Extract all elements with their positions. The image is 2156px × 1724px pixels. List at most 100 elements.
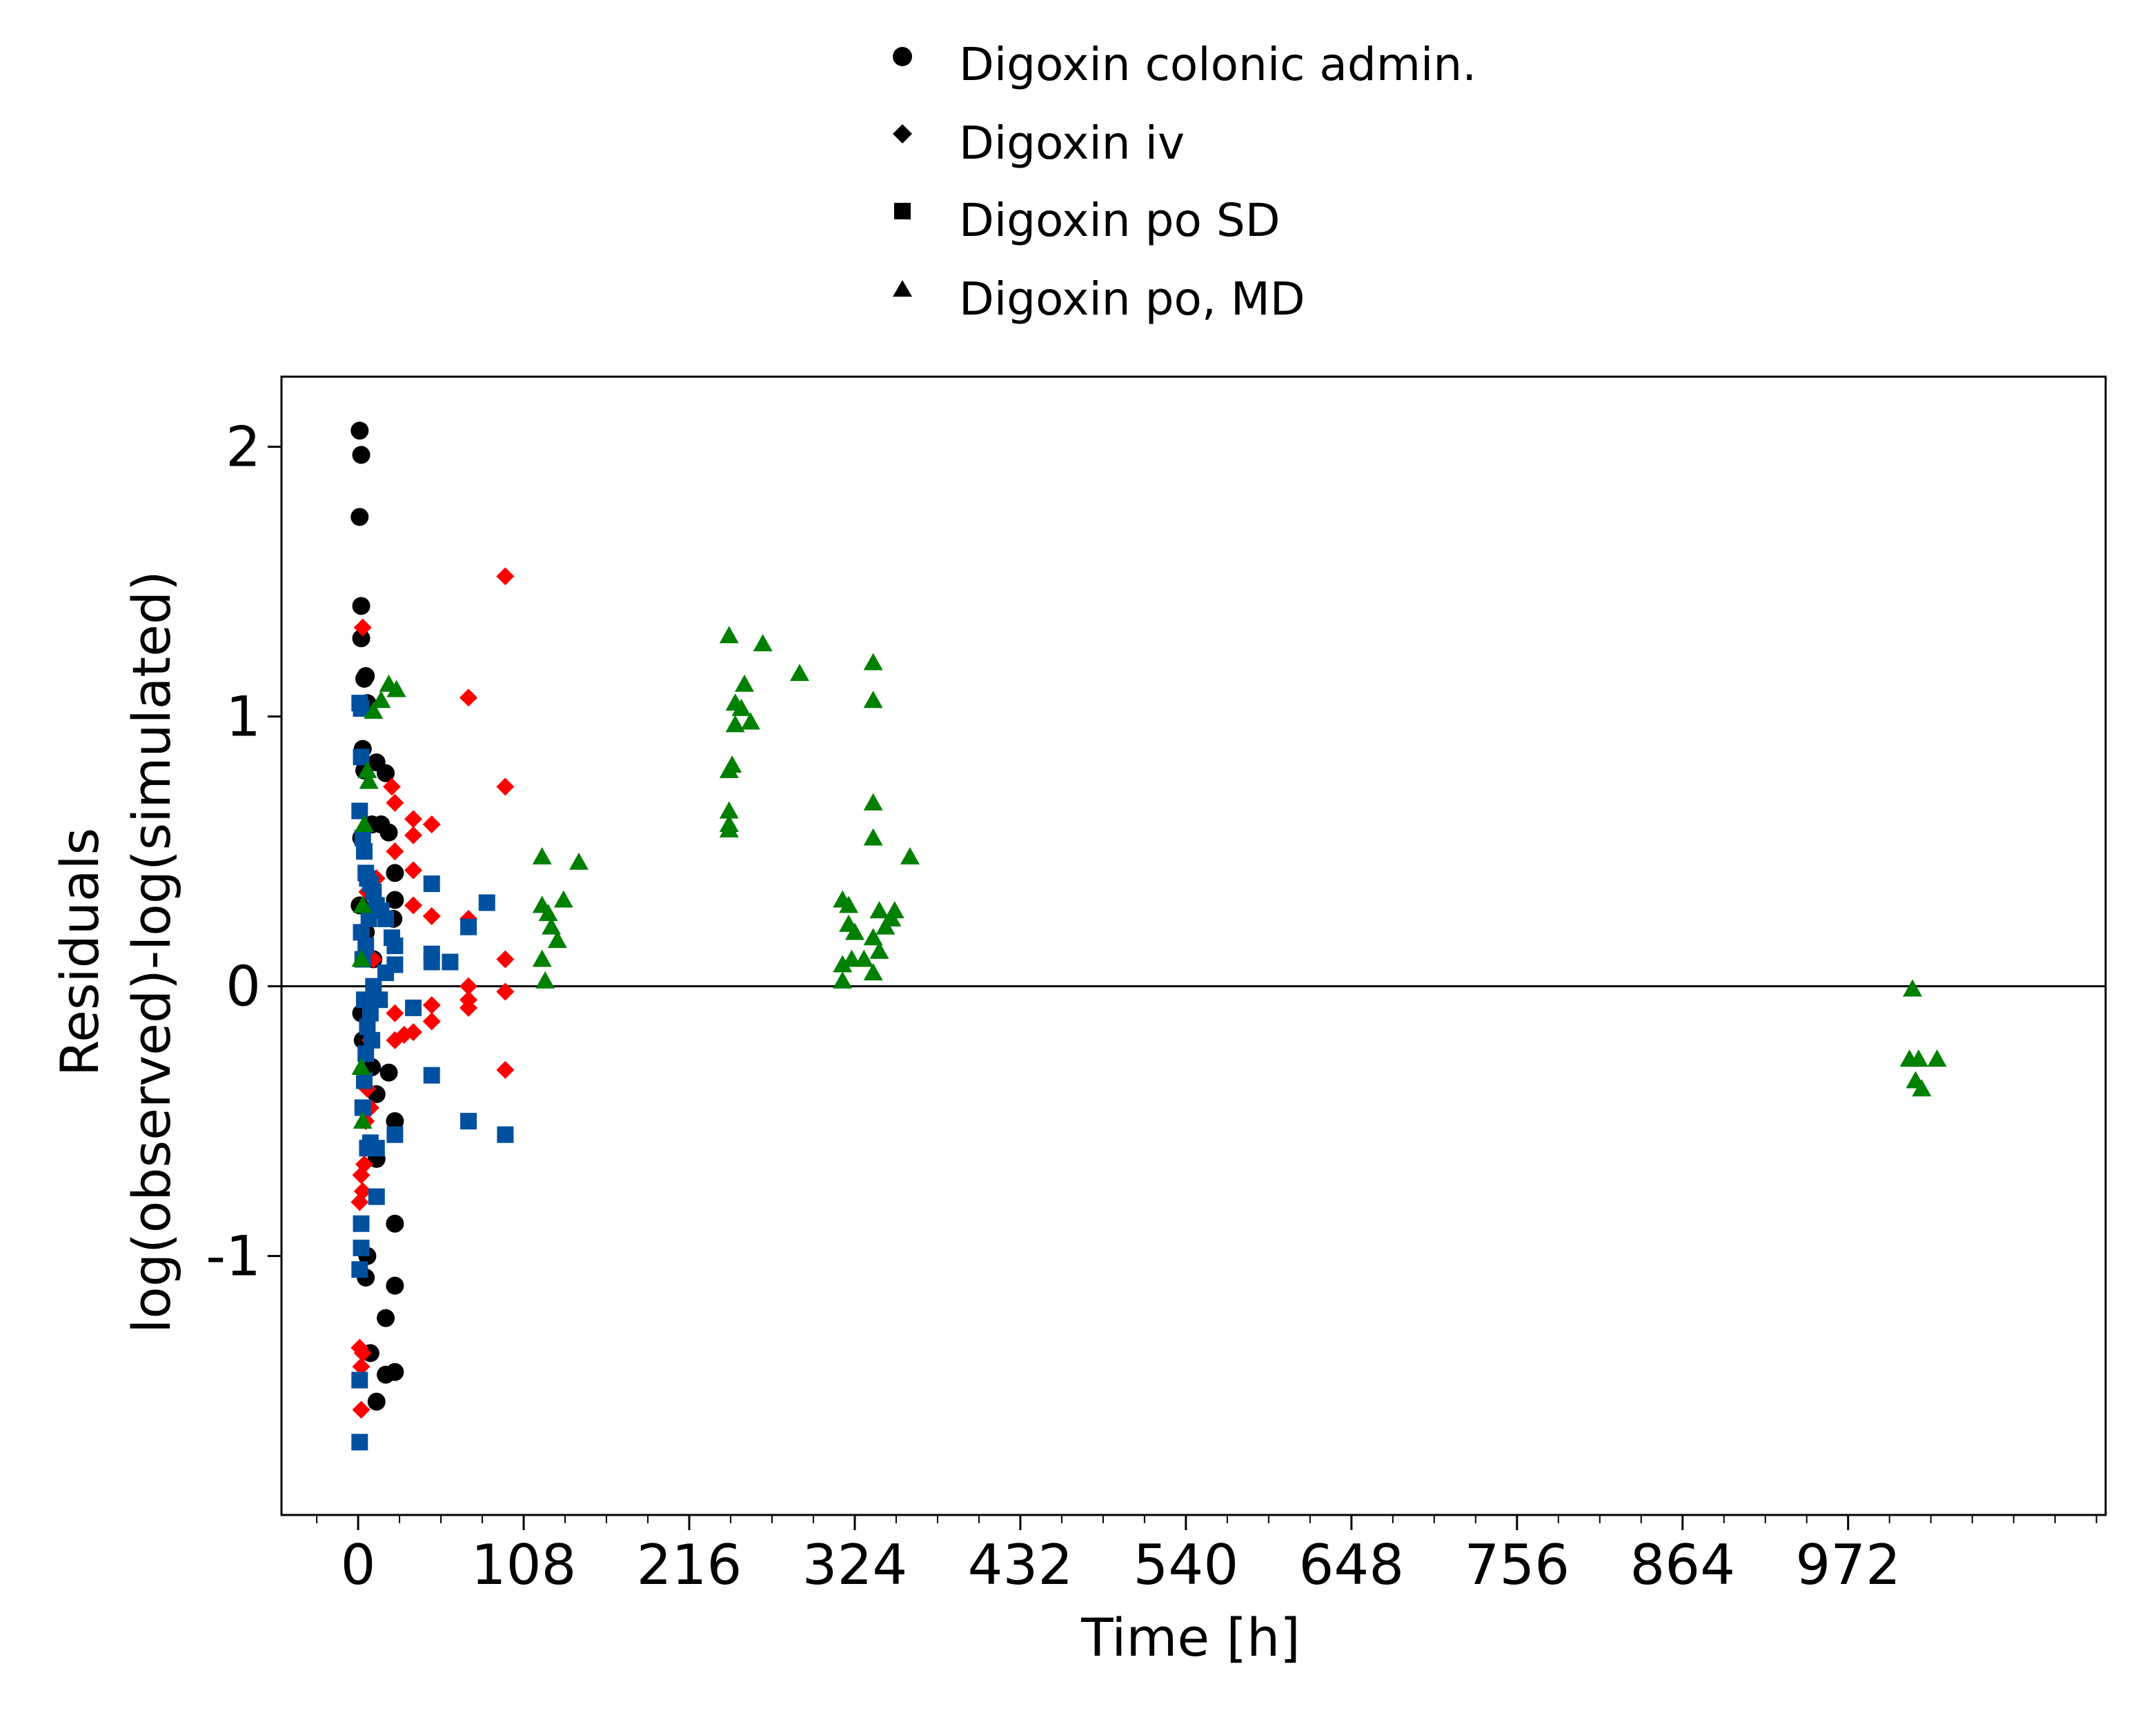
triangle-data-point [351, 1057, 371, 1075]
square-data-point [364, 1031, 381, 1049]
triangle-data-point [900, 846, 920, 864]
triangle-data-point [351, 949, 371, 967]
circle-data-point [350, 422, 369, 440]
x-tick-label: 432 [968, 1533, 1074, 1597]
circle-data-point [377, 1309, 395, 1327]
legend-item-po-md: Digoxin po, MD [893, 273, 1305, 326]
triangle-data-point [547, 931, 567, 949]
diamond-data-point [422, 1012, 441, 1031]
circle-data-point [386, 891, 404, 909]
diamond-data-point [459, 977, 478, 995]
triangle-data-point [353, 1111, 373, 1129]
diamond-data-point [404, 896, 423, 915]
square-data-point [497, 1126, 514, 1143]
diamond-data-point [496, 950, 515, 969]
square-data-point [386, 1126, 404, 1143]
diamond-data-point [352, 1400, 370, 1419]
diamond-data-point [404, 861, 423, 880]
triangle-data-point [354, 815, 374, 833]
triangle-data-point [535, 971, 555, 989]
triangle-data-point [863, 793, 883, 811]
square-data-point [371, 991, 388, 1009]
circle-data-point [377, 764, 395, 782]
circle-data-point [352, 597, 370, 615]
square-data-point [386, 938, 404, 954]
diamond-data-point [496, 982, 515, 1001]
triangle-data-point [386, 680, 406, 697]
x-tick-label: 0 [341, 1533, 376, 1597]
y-tick-label: 2 [226, 415, 261, 479]
triangle-data-point [719, 760, 739, 778]
circle-data-point [379, 1063, 398, 1082]
diamond-data-point [353, 618, 372, 637]
square-data-point [377, 910, 395, 927]
square-data-point [423, 953, 440, 971]
circle-data-point [386, 864, 404, 882]
triangle-data-point [538, 904, 558, 922]
triangle-data-point [876, 917, 896, 935]
y-axis-title-line2: log(observed)-log(simulated) [121, 571, 182, 1333]
triangle-data-point [863, 828, 883, 846]
triangle-data-point [569, 852, 589, 870]
square-data-point [478, 894, 495, 911]
diamond-data-point [386, 1004, 404, 1022]
square-data-point [355, 843, 373, 860]
legend-item-po-sd: Digoxin po SD [894, 194, 1280, 247]
legend-label-colonic: Digoxin colonic admin. [959, 38, 1476, 91]
diamond-data-point [386, 793, 404, 812]
diamond-data-point [459, 998, 478, 1017]
x-tick-label: 324 [802, 1533, 908, 1597]
x-axis-title: Time [h] [1080, 1607, 1300, 1668]
square-data-point [442, 953, 459, 971]
triangle-data-point [789, 664, 809, 682]
diamond-data-point [422, 815, 441, 834]
triangle-data-point [725, 715, 745, 733]
triangle-data-point [869, 941, 889, 959]
y-axis-ticks: -1 0 1 2 [206, 415, 281, 1289]
diamond-data-point [382, 777, 401, 796]
legend-label-po-md: Digoxin po, MD [959, 273, 1305, 326]
legend-label-po-sd: Digoxin po SD [959, 194, 1280, 247]
circle-data-point [355, 669, 373, 688]
y-tick-label: -1 [206, 1225, 261, 1289]
legend-label-iv: Digoxin iv [959, 117, 1185, 170]
x-tick-label: 540 [1134, 1533, 1239, 1597]
triangle-data-point [719, 626, 739, 644]
diamond-data-point [422, 906, 441, 925]
diamond-data-point [355, 1155, 373, 1173]
triangle-data-point [734, 674, 754, 692]
triangle-data-point [1903, 979, 1923, 997]
triangle-data-point [1927, 1049, 1947, 1067]
circle-data-point [352, 446, 370, 464]
triangle-data-point [553, 890, 573, 908]
plot-frame [280, 375, 2107, 1516]
circle-data-point [350, 508, 369, 526]
x-tick-label: 756 [1464, 1533, 1570, 1597]
triangle-data-point [532, 949, 552, 967]
x-tick-label: 972 [1795, 1533, 1901, 1597]
diamond-data-point [352, 1357, 370, 1376]
diamond-data-point [496, 777, 515, 796]
x-tick-label: 108 [471, 1533, 577, 1597]
triangle-data-point [719, 820, 739, 838]
triangle-data-point [364, 701, 384, 719]
square-data-point [355, 1072, 373, 1089]
diamond-data-point [496, 567, 515, 586]
square-data-point [460, 918, 477, 935]
square-data-point [355, 991, 373, 1009]
square-data-point [460, 1113, 477, 1130]
legend-diamond-marker [893, 124, 912, 143]
triangle-data-point [839, 914, 859, 932]
square-data-point [423, 1067, 440, 1084]
triangle-data-point [753, 634, 773, 652]
legend-item-colonic: Digoxin colonic admin. [893, 38, 1476, 91]
square-data-point [351, 802, 368, 820]
square-data-point [357, 938, 375, 954]
square-data-point [360, 910, 377, 927]
triangle-data-point [842, 949, 862, 967]
square-data-point [405, 999, 422, 1016]
triangle-data-point [1912, 1079, 1932, 1097]
triangle-data-point [731, 698, 751, 716]
diamond-data-point [496, 1060, 515, 1079]
triangle-data-point [884, 901, 904, 919]
